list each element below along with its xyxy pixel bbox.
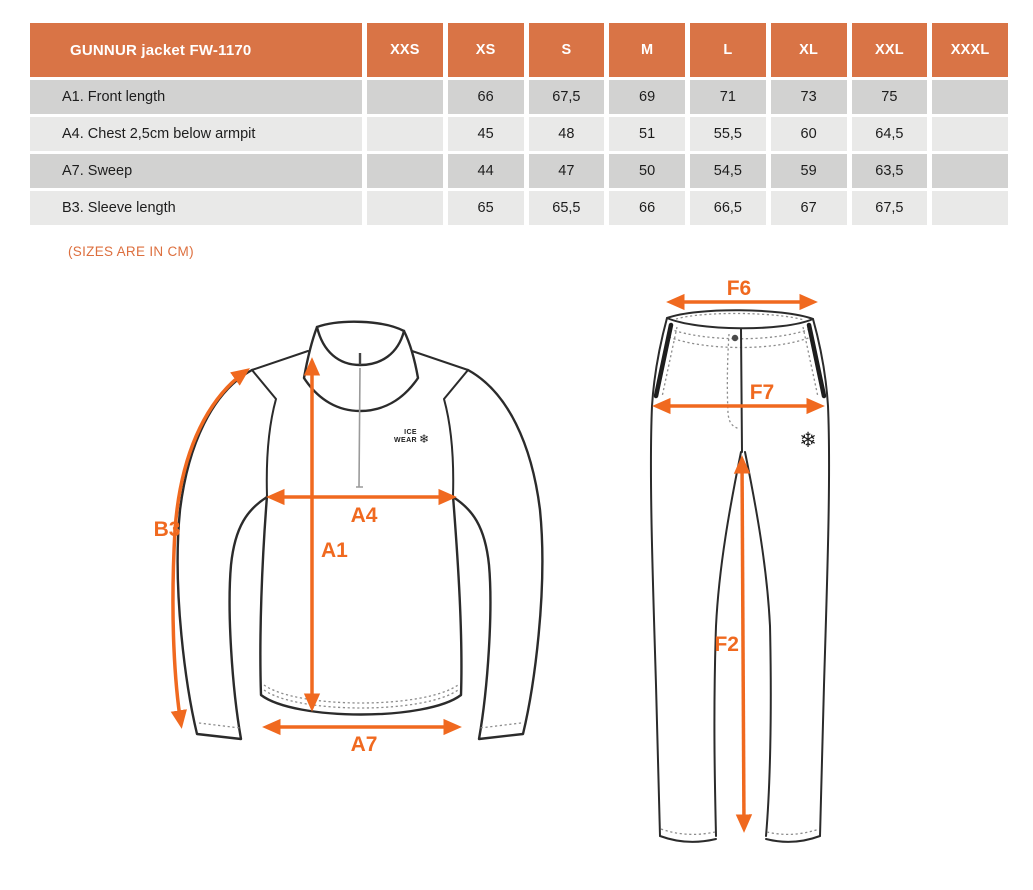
size-value bbox=[367, 117, 443, 151]
size-value: 45 bbox=[447, 117, 524, 151]
front-length-label: A1 bbox=[321, 539, 348, 562]
right-cuff-stitching bbox=[479, 722, 522, 729]
logo-text-line2: WEAR bbox=[394, 437, 417, 444]
fly-stitching bbox=[726, 333, 741, 430]
zipper-line bbox=[356, 367, 363, 488]
sizes-unit-note: (SIZES ARE IN CM) bbox=[68, 244, 194, 259]
sleeve-length-label: B3 bbox=[154, 518, 181, 541]
inseam-label: F2 bbox=[714, 633, 739, 656]
logo-text-line1: ICE bbox=[404, 429, 417, 436]
size-table: GUNNUR jacket FW-1170 XXS XS S M L XL XX… bbox=[30, 23, 1008, 225]
size-value: 66 bbox=[447, 80, 524, 114]
size-value: 66,5 bbox=[690, 191, 766, 225]
size-value bbox=[367, 154, 443, 188]
size-value: 47 bbox=[528, 154, 605, 188]
size-value: 75 bbox=[851, 80, 928, 114]
left-sleeve-outline bbox=[176, 368, 269, 741]
hip-width-label: F7 bbox=[750, 381, 775, 404]
size-value bbox=[932, 191, 1008, 225]
size-header-l: L bbox=[690, 23, 766, 77]
size-value: 54,5 bbox=[690, 154, 766, 188]
right-outer-seam bbox=[812, 318, 831, 837]
left-outer-seam bbox=[649, 317, 668, 837]
left-pocket-stitching bbox=[661, 326, 678, 398]
logo-snowflake-icon: ❄ bbox=[419, 432, 429, 446]
size-value: 69 bbox=[609, 80, 685, 114]
hem-stitching bbox=[263, 684, 459, 709]
waist-inner-stitching bbox=[675, 312, 805, 321]
size-header-xl: XL bbox=[770, 23, 847, 77]
size-header-xxxl: XXXL bbox=[932, 23, 1008, 77]
row-label-chest: A4. Chest 2,5cm below armpit bbox=[30, 117, 362, 151]
size-value: 67 bbox=[770, 191, 847, 225]
size-value bbox=[932, 117, 1008, 151]
size-value: 64,5 bbox=[851, 117, 928, 151]
size-header-m: M bbox=[609, 23, 685, 77]
size-header-xs: XS bbox=[447, 23, 524, 77]
icewear-logo: ICE WEAR ❄ bbox=[394, 429, 429, 446]
size-value: 73 bbox=[770, 80, 847, 114]
size-value: 63,5 bbox=[851, 154, 928, 188]
size-value bbox=[367, 80, 443, 114]
size-value bbox=[367, 191, 443, 225]
inseam-arrow bbox=[733, 455, 753, 833]
right-pocket-stitching bbox=[802, 326, 819, 398]
left-cuff-stitching bbox=[198, 722, 241, 729]
size-value: 65 bbox=[447, 191, 524, 225]
right-pocket-trim bbox=[806, 322, 827, 399]
row-label-front-length: A1. Front length bbox=[30, 80, 362, 114]
pants-measurement-diagram: ❄ F6 F7 F2 bbox=[649, 280, 831, 843]
waistband-stitching bbox=[668, 328, 812, 349]
thigh-snowflake-icon: ❄ bbox=[799, 429, 817, 452]
left-inseam bbox=[713, 451, 742, 837]
collar-inner bbox=[315, 320, 406, 367]
waist-button bbox=[731, 334, 739, 342]
fly-center-seam bbox=[740, 328, 743, 453]
size-value: 48 bbox=[528, 117, 605, 151]
size-value: 71 bbox=[690, 80, 766, 114]
size-header-xxl: XXL bbox=[851, 23, 928, 77]
size-value: 55,5 bbox=[690, 117, 766, 151]
size-value bbox=[932, 80, 1008, 114]
size-value: 67,5 bbox=[851, 191, 928, 225]
left-hem bbox=[659, 835, 717, 843]
chest-label: A4 bbox=[351, 504, 378, 527]
row-label-sleeve-length: B3. Sleeve length bbox=[30, 191, 362, 225]
size-header-s: S bbox=[528, 23, 605, 77]
left-shoulder-seams bbox=[251, 350, 309, 497]
size-value: 50 bbox=[609, 154, 685, 188]
hem-stitching bbox=[660, 828, 820, 836]
waist-width-label: F6 bbox=[727, 280, 752, 300]
right-sleeve-outline bbox=[451, 368, 544, 741]
left-pocket-trim bbox=[653, 322, 674, 399]
sweep-label: A7 bbox=[351, 733, 378, 756]
right-shoulder-seams bbox=[411, 350, 469, 497]
size-value: 44 bbox=[447, 154, 524, 188]
size-value: 67,5 bbox=[528, 80, 605, 114]
size-value bbox=[932, 154, 1008, 188]
size-value: 51 bbox=[609, 117, 685, 151]
size-value: 59 bbox=[770, 154, 847, 188]
jacket-body-outline bbox=[259, 494, 463, 716]
right-hem bbox=[765, 835, 821, 843]
sleeve-length-arrow bbox=[170, 368, 250, 729]
size-value: 65,5 bbox=[528, 191, 605, 225]
size-header-xxs: XXS bbox=[367, 23, 443, 77]
jacket-measurement-diagram: ICE WEAR ❄ B3 A4 A1 A7 bbox=[154, 320, 544, 756]
product-title-cell: GUNNUR jacket FW-1170 bbox=[30, 23, 362, 77]
right-inseam bbox=[744, 451, 772, 837]
size-value: 66 bbox=[609, 191, 685, 225]
size-value: 60 bbox=[770, 117, 847, 151]
row-label-sweep: A7. Sweep bbox=[30, 154, 362, 188]
